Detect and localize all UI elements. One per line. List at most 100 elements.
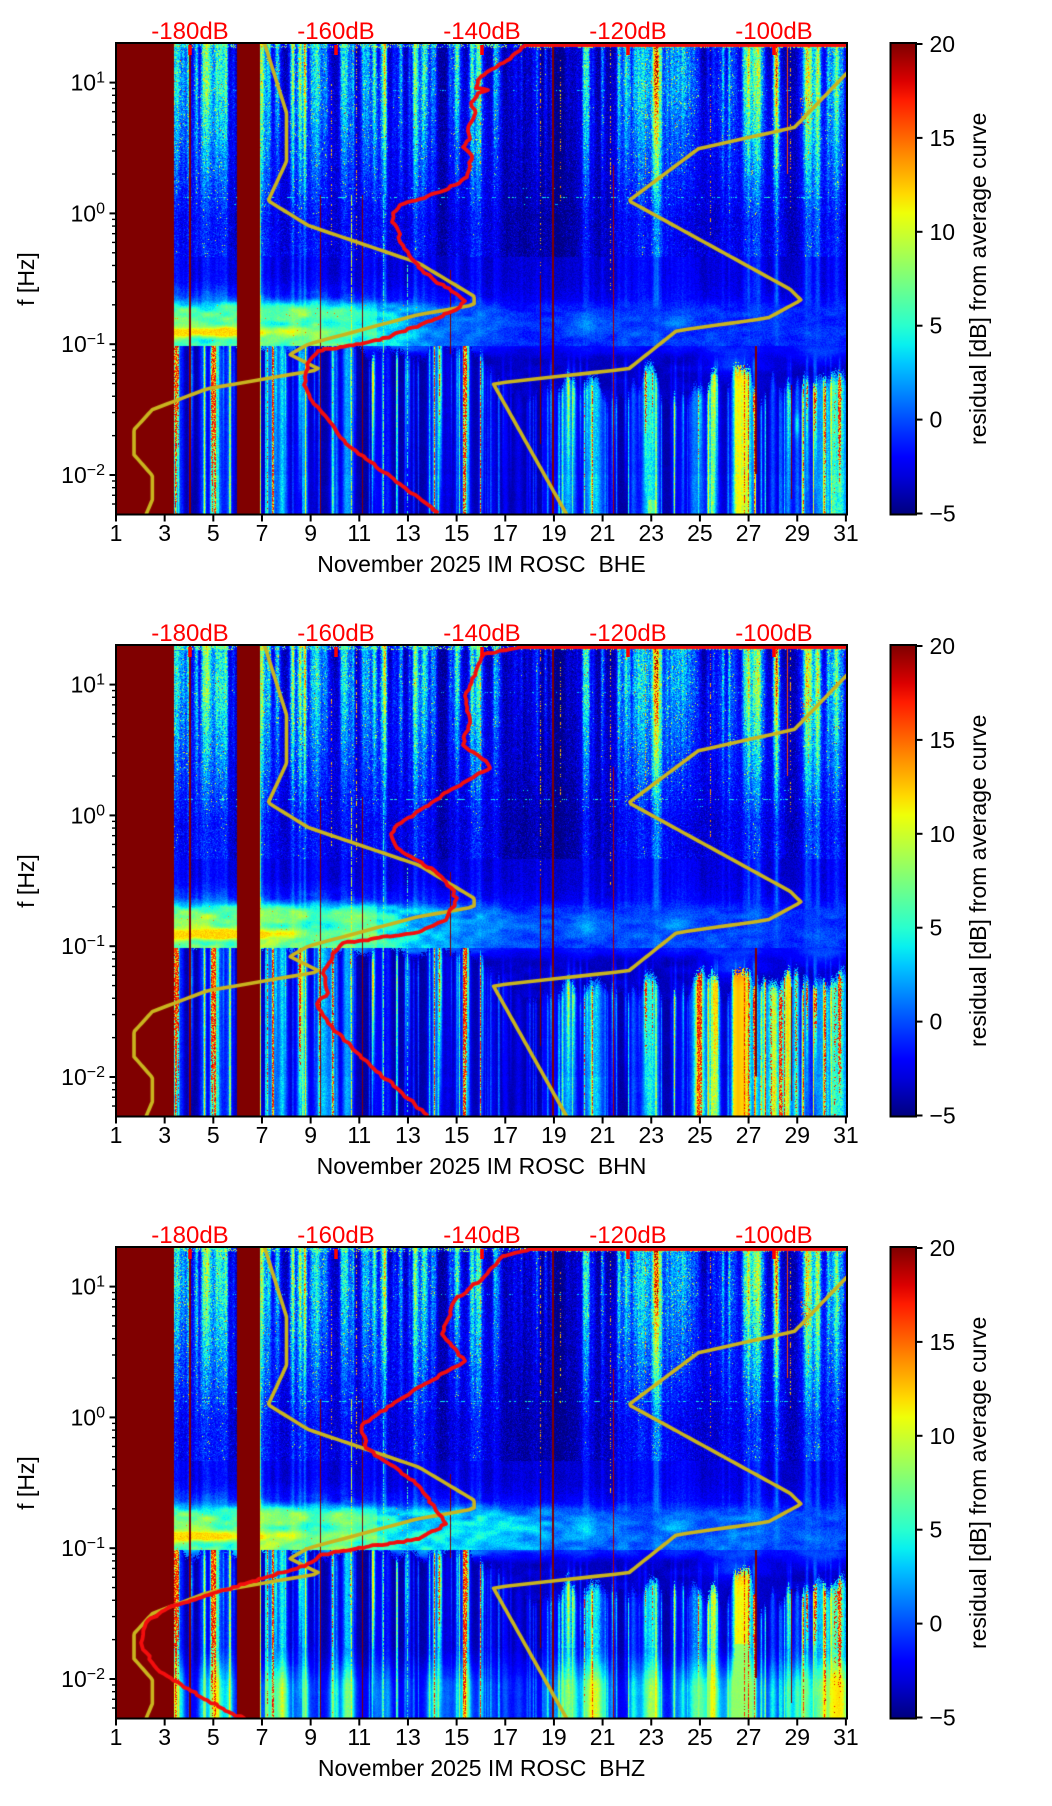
svg-text:10: 10 (930, 219, 956, 245)
svg-text:10−1: 10−1 (61, 1535, 105, 1561)
svg-text:1: 1 (110, 1122, 123, 1148)
svg-text:f [Hz]: f [Hz] (13, 854, 39, 908)
svg-text:21: 21 (590, 1724, 616, 1750)
svg-text:23: 23 (638, 1122, 664, 1148)
svg-text:27: 27 (736, 520, 762, 546)
svg-text:residual [dB] from average cur: residual [dB] from average curve (965, 715, 991, 1047)
svg-text:November 2025 IM ROSC BHE: November 2025 IM ROSC BHE (317, 551, 646, 577)
svg-text:1: 1 (110, 520, 123, 546)
svg-text:100: 100 (71, 200, 106, 226)
svg-text:17: 17 (492, 520, 518, 546)
svg-text:f [Hz]: f [Hz] (13, 1456, 39, 1510)
svg-text:−5: −5 (930, 1705, 956, 1731)
svg-text:15: 15 (444, 1724, 470, 1750)
svg-text:23: 23 (638, 520, 664, 546)
svg-text:21: 21 (590, 520, 616, 546)
svg-text:residual [dB] from average cur: residual [dB] from average curve (965, 1317, 991, 1649)
svg-text:10−1: 10−1 (61, 331, 105, 357)
svg-text:November 2025 IM ROSC BHN: November 2025 IM ROSC BHN (317, 1153, 647, 1179)
svg-text:31: 31 (833, 1122, 859, 1148)
svg-text:5: 5 (207, 1724, 220, 1750)
svg-text:20: 20 (930, 633, 956, 659)
svg-text:f [Hz]: f [Hz] (13, 252, 39, 306)
svg-text:-180dB: -180dB (151, 1222, 228, 1249)
svg-text:17: 17 (492, 1724, 518, 1750)
svg-text:17: 17 (492, 1122, 518, 1148)
svg-text:-160dB: -160dB (297, 620, 374, 647)
svg-text:-100dB: -100dB (735, 620, 812, 647)
svg-text:9: 9 (304, 1724, 317, 1750)
svg-text:101: 101 (71, 70, 106, 96)
svg-text:5: 5 (930, 313, 943, 339)
svg-text:31: 31 (833, 520, 859, 546)
svg-text:25: 25 (687, 1724, 713, 1750)
svg-text:9: 9 (304, 1122, 317, 1148)
svg-text:21: 21 (590, 1122, 616, 1148)
svg-text:5: 5 (930, 1517, 943, 1543)
svg-text:27: 27 (736, 1724, 762, 1750)
svg-text:residual [dB] from average cur: residual [dB] from average curve (965, 113, 991, 445)
svg-text:-180dB: -180dB (151, 620, 228, 647)
svg-text:23: 23 (638, 1724, 664, 1750)
svg-text:−5: −5 (930, 501, 956, 527)
svg-text:20: 20 (930, 1235, 956, 1261)
svg-text:11: 11 (347, 1122, 371, 1148)
svg-text:19: 19 (541, 1122, 567, 1148)
svg-text:-100dB: -100dB (735, 1222, 812, 1249)
svg-text:19: 19 (541, 1724, 567, 1750)
svg-text:10−2: 10−2 (61, 1666, 105, 1692)
svg-text:27: 27 (736, 1122, 762, 1148)
svg-text:-120dB: -120dB (589, 1222, 666, 1249)
svg-text:13: 13 (395, 520, 421, 546)
svg-text:10: 10 (930, 1423, 956, 1449)
svg-text:29: 29 (784, 1724, 810, 1750)
svg-text:3: 3 (158, 520, 171, 546)
svg-text:-100dB: -100dB (735, 18, 812, 45)
svg-text:3: 3 (158, 1122, 171, 1148)
svg-text:25: 25 (687, 520, 713, 546)
svg-text:15: 15 (930, 727, 956, 753)
svg-text:11: 11 (347, 1724, 371, 1750)
svg-text:101: 101 (71, 672, 106, 698)
svg-text:-120dB: -120dB (589, 18, 666, 45)
svg-text:15: 15 (930, 125, 956, 151)
svg-text:25: 25 (687, 1122, 713, 1148)
svg-text:13: 13 (395, 1122, 421, 1148)
svg-text:15: 15 (930, 1329, 956, 1355)
svg-text:0: 0 (930, 407, 943, 433)
svg-text:29: 29 (784, 1122, 810, 1148)
svg-text:November 2025 IM ROSC BHZ: November 2025 IM ROSC BHZ (318, 1755, 645, 1781)
svg-text:9: 9 (304, 520, 317, 546)
svg-text:100: 100 (71, 802, 106, 828)
svg-text:5: 5 (207, 520, 220, 546)
svg-text:7: 7 (256, 1122, 269, 1148)
svg-text:31: 31 (833, 1724, 859, 1750)
svg-text:-140dB: -140dB (443, 1222, 520, 1249)
svg-text:0: 0 (930, 1009, 943, 1035)
svg-text:3: 3 (158, 1724, 171, 1750)
svg-text:5: 5 (930, 915, 943, 941)
svg-text:-160dB: -160dB (297, 18, 374, 45)
svg-text:7: 7 (256, 1724, 269, 1750)
svg-text:10−2: 10−2 (61, 462, 105, 488)
svg-text:15: 15 (444, 1122, 470, 1148)
svg-text:19: 19 (541, 520, 567, 546)
svg-text:-120dB: -120dB (589, 620, 666, 647)
svg-text:10−1: 10−1 (61, 933, 105, 959)
svg-text:-180dB: -180dB (151, 18, 228, 45)
svg-text:29: 29 (784, 520, 810, 546)
svg-text:101: 101 (71, 1274, 106, 1300)
svg-text:1: 1 (110, 1724, 123, 1750)
svg-text:-140dB: -140dB (443, 18, 520, 45)
svg-text:100: 100 (71, 1404, 106, 1430)
svg-text:-160dB: -160dB (297, 1222, 374, 1249)
svg-text:-140dB: -140dB (443, 620, 520, 647)
svg-text:15: 15 (444, 520, 470, 546)
svg-text:20: 20 (930, 31, 956, 57)
svg-text:11: 11 (347, 520, 371, 546)
svg-text:10: 10 (930, 821, 956, 847)
svg-text:13: 13 (395, 1724, 421, 1750)
svg-text:7: 7 (256, 520, 269, 546)
svg-text:0: 0 (930, 1611, 943, 1637)
svg-text:5: 5 (207, 1122, 220, 1148)
